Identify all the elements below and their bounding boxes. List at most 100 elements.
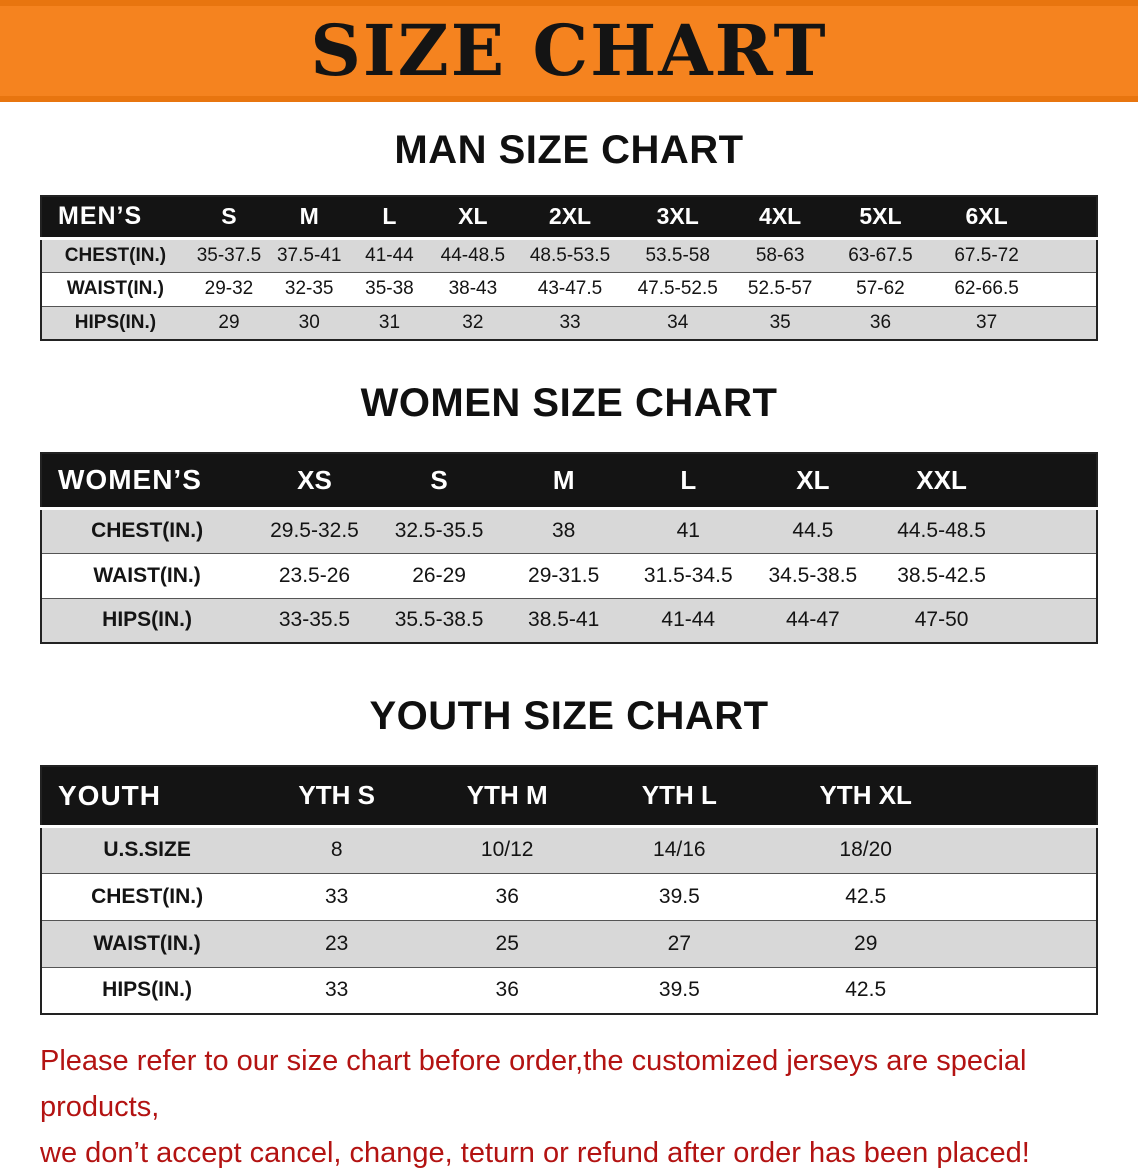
size-value-cell: 18/20 — [839, 838, 892, 861]
size-value-cell: 44-48.5 — [440, 244, 506, 266]
size-column-header: YTH S — [298, 780, 375, 811]
size-table-header-row: MEN’S S M L XL 2XL 3XL 4XL 5XL 6XL — [41, 196, 1097, 238]
measurement-row: U.S.SIZE 8 10/12 14/16 18/20 — [41, 826, 1097, 873]
size-value-cell: 41-44 — [661, 608, 716, 632]
size-value-cell: 48.5-53.5 — [529, 244, 611, 266]
women-size-chart-section: WOMEN SIZE CHART WOMEN’S XS S M L XL XXL CHEST(… — [0, 341, 1138, 644]
measurement-row: HIPS(IN.) 33 36 39.5 42.5 — [41, 967, 1097, 1014]
size-table-header-row: WOMEN’S XS S M L XL XXL — [41, 453, 1097, 508]
measurement-label: HIPS(IN.) — [102, 978, 193, 1002]
size-value-cell: 36 — [495, 884, 519, 908]
size-column-header: XL — [796, 464, 830, 495]
measurement-label: U.S.SIZE — [103, 838, 191, 861]
men-size-table: MEN’S S M L XL 2XL 3XL 4XL 5XL 6XL CHEST(IN.) 35-37… — [40, 195, 1098, 341]
disclaimer-line-2: we don’t accept cancel, change, teturn o… — [40, 1136, 1030, 1169]
measurement-label: HIPS(IN.) — [102, 608, 193, 632]
size-column-header: M — [299, 203, 319, 230]
size-value-cell: 35-38 — [365, 278, 414, 299]
measurement-row: CHEST(IN.) 33 36 39.5 42.5 — [41, 873, 1097, 920]
size-value-cell: 37.5-41 — [276, 244, 342, 266]
youth-size-table: YOUTH YTH S YTH M YTH L YTH XL U.S.SIZE 8 10/12… — [40, 765, 1098, 1015]
size-value-cell: 32-35 — [284, 278, 334, 299]
size-value-cell: 42.5 — [845, 978, 887, 1002]
measurement-row: WAIST(IN.) 23 25 27 29 — [41, 920, 1097, 967]
size-value-cell: 57-62 — [856, 278, 905, 299]
size-value-cell: 38 — [551, 519, 576, 542]
measurement-row: CHEST(IN.) 29.5-32.5 32.5-35.5 38 41 44.5 44.5… — [41, 508, 1097, 553]
size-column-header: L — [382, 203, 397, 230]
size-value-cell: 47.5-52.5 — [637, 278, 718, 299]
table-title-cell: MEN’S — [58, 202, 143, 231]
size-value-cell: 53.5-58 — [645, 244, 710, 266]
size-value-cell: 43-47.5 — [537, 278, 603, 299]
size-column-header: 6XL — [965, 203, 1008, 230]
size-value-cell: 52.5-57 — [747, 278, 813, 299]
size-value-cell: 29-31.5 — [528, 563, 600, 587]
size-value-cell: 26-29 — [412, 563, 466, 587]
measurement-label: WAIST(IN.) — [66, 278, 164, 299]
size-value-cell: 44.5-48.5 — [897, 519, 986, 542]
size-value-cell: 67.5-72 — [954, 244, 1019, 266]
size-value-cell: 36 — [869, 311, 892, 333]
size-value-cell: 8 — [330, 838, 343, 861]
size-column-header: 4XL — [759, 203, 802, 230]
size-value-cell: 33 — [324, 884, 349, 908]
size-column-header: YTH L — [641, 780, 717, 811]
youth-chart-heading: YOUTH SIZE CHART — [369, 694, 769, 738]
measurement-label: HIPS(IN.) — [74, 311, 157, 333]
men-size-chart-section: MAN SIZE CHART MEN’S S M L XL 2XL 3XL 4XL 5XL 6XL… — [0, 102, 1138, 341]
size-column-header: XL — [458, 203, 488, 230]
size-value-cell: 25 — [495, 931, 519, 955]
size-value-cell: 33-35.5 — [278, 608, 351, 632]
size-value-cell: 29.5-32.5 — [270, 519, 359, 542]
size-column-header: 2XL — [548, 203, 592, 230]
size-value-cell: 35 — [769, 311, 791, 333]
women-chart-heading: WOMEN SIZE CHART — [360, 381, 778, 425]
size-value-cell: 35.5-38.5 — [394, 608, 484, 632]
measurement-label: CHEST(IN.) — [64, 244, 167, 266]
size-value-cell: 23.5-26 — [278, 563, 351, 587]
size-value-cell: 58-63 — [755, 244, 805, 266]
measurement-label: WAIST(IN.) — [93, 931, 201, 955]
size-value-cell: 31.5-34.5 — [643, 563, 733, 587]
size-value-cell: 14/16 — [653, 838, 706, 861]
measurement-row: CHEST(IN.) 35-37.5 37.5-41 41-44 44-48.5 48.5… — [41, 238, 1097, 272]
size-value-cell: 62-66.5 — [954, 278, 1019, 299]
size-value-cell: 30 — [298, 311, 320, 333]
measurement-label: WAIST(IN.) — [93, 563, 201, 587]
size-value-cell: 29 — [218, 311, 240, 333]
size-column-header: XXL — [916, 464, 967, 495]
size-column-header: YTH XL — [819, 780, 912, 811]
measurement-label: CHEST(IN.) — [91, 519, 204, 542]
size-value-cell: 36 — [495, 978, 519, 1002]
disclaimer-text: Please refer to our size chart before or… — [40, 1039, 1098, 1176]
disclaimer-line-1: Please refer to our size chart before or… — [40, 1045, 1027, 1123]
size-column-header: XS — [297, 464, 332, 495]
size-value-cell: 27 — [667, 931, 691, 955]
size-value-cell: 23 — [324, 931, 349, 955]
size-value-cell: 38.5-42.5 — [897, 563, 986, 587]
size-chart-content: MAN SIZE CHART MEN’S S M L XL 2XL 3XL 4XL 5XL 6XL… — [0, 102, 1138, 1176]
size-value-cell: 38.5-41 — [528, 608, 600, 632]
size-value-cell: 44.5 — [792, 519, 834, 542]
size-value-cell: 29 — [854, 931, 878, 955]
measurement-row: HIPS(IN.) 29 30 31 32 33 34 35 36 37 — [41, 306, 1097, 340]
size-value-cell: 34.5-38.5 — [768, 563, 858, 587]
size-column-header: M — [552, 464, 575, 495]
measurement-row: HIPS(IN.) 33-35.5 35.5-38.5 38.5-41 41-44 44-… — [41, 598, 1097, 643]
size-value-cell: 33 — [559, 311, 581, 333]
size-value-cell: 41 — [676, 519, 700, 542]
size-value-cell: 42.5 — [845, 884, 887, 908]
size-value-cell: 39.5 — [658, 978, 700, 1002]
size-value-cell: 44-47 — [786, 608, 840, 632]
measurement-label: CHEST(IN.) — [91, 884, 204, 908]
youth-size-chart-section: YOUTH SIZE CHART YOUTH YTH S YTH M YTH L YTH… — [0, 644, 1138, 1015]
size-value-cell: 34 — [667, 311, 689, 333]
size-value-cell: 32.5-35.5 — [394, 519, 484, 542]
size-value-cell: 35-37.5 — [196, 244, 262, 266]
size-column-header: YTH M — [466, 780, 548, 811]
measurement-row: WAIST(IN.) 29-32 32-35 35-38 38-43 43-47.5 47.… — [41, 272, 1097, 306]
size-value-cell: 38-43 — [448, 278, 498, 299]
size-column-header: S — [221, 203, 237, 230]
size-column-header: S — [430, 464, 448, 495]
